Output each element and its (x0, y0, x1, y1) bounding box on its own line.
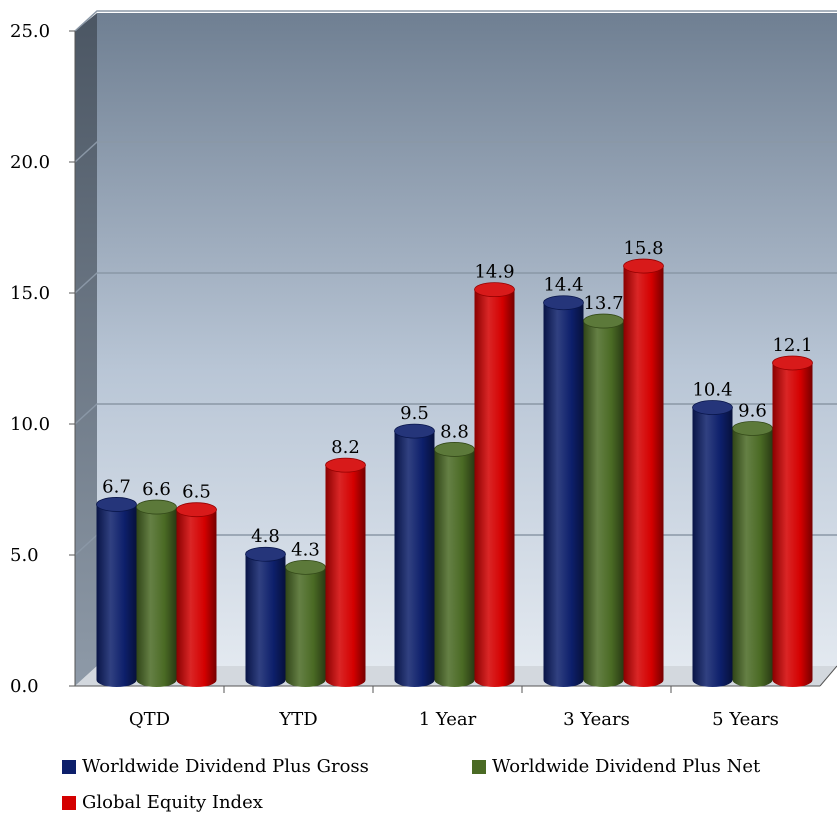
bar-top (732, 421, 773, 436)
bar-body (96, 504, 137, 687)
x-tick-label: 5 Years (712, 709, 779, 730)
bar (772, 355, 813, 687)
data-label: 6.6 (142, 479, 171, 500)
bar-body (325, 465, 366, 687)
data-label: 10.4 (692, 380, 732, 401)
bar-body (285, 567, 326, 687)
bar-top (285, 559, 326, 575)
gridline (74, 272, 837, 294)
bar-body (583, 321, 624, 687)
bar-body (772, 362, 813, 687)
legend-label: Worldwide Dividend Plus Net (492, 756, 761, 777)
x-tick-label: 3 Years (563, 709, 630, 730)
bar-top (176, 502, 217, 518)
legend-swatch (472, 759, 486, 774)
bar-body (692, 407, 733, 687)
bar (325, 457, 366, 687)
data-label: 13.7 (583, 293, 623, 314)
bar (474, 282, 515, 687)
x-tick-label: 1 Year (419, 709, 477, 730)
bar (623, 258, 664, 687)
axes: 0.0 5.0 10.0 15.0 20.0 25.0 QTD YTD 1 Year 3 Year… (10, 21, 837, 730)
bar (434, 442, 475, 687)
data-label: 14.9 (474, 262, 514, 283)
data-label: 9.5 (400, 403, 429, 424)
bar-top (623, 258, 664, 274)
x-tick-label: QTD (129, 709, 170, 730)
bar-body (136, 507, 177, 687)
bar (543, 295, 584, 687)
legend-item: Worldwide Dividend Plus Net (472, 756, 760, 777)
bar-top (583, 313, 624, 329)
legend-label: Global Equity Index (82, 792, 263, 813)
x-tick-label: YTD (278, 709, 317, 730)
bar-body (732, 428, 773, 687)
data-label: 12.1 (772, 335, 812, 356)
bar-top (434, 442, 475, 457)
y-tick-label: 15.0 (10, 283, 50, 304)
bar (692, 400, 733, 687)
bar-top (136, 499, 177, 515)
bar-top (772, 355, 813, 371)
data-label: 4.8 (251, 526, 280, 547)
bar (285, 559, 326, 687)
gridline (74, 141, 837, 163)
data-labels: 6.7 6.6 6.5 4.8 4.3 8.2 9.5 8.8 14.9 14.413.7 15.8… (102, 238, 812, 560)
legend-label: Worldwide Dividend Plus Gross (82, 756, 369, 777)
bar-body (434, 449, 475, 687)
bars (96, 258, 813, 687)
y-tick-label: 10.0 (10, 414, 50, 435)
bar-body (245, 554, 286, 687)
legend-item: Worldwide Dividend Plus Gross (62, 756, 369, 777)
y-tick-label: 25.0 (10, 21, 50, 42)
gridline (74, 10, 837, 32)
bar-top (543, 295, 584, 311)
bar-body (176, 509, 217, 687)
data-label: 14.4 (543, 275, 583, 296)
legend-swatch (62, 759, 76, 774)
data-label: 6.7 (102, 476, 131, 497)
bar-body (394, 431, 435, 687)
bar-body (623, 266, 664, 687)
data-label: 15.8 (623, 238, 663, 259)
bar-top (245, 546, 286, 562)
bar-top (96, 497, 137, 512)
bar (732, 421, 773, 687)
bar-top (474, 282, 515, 298)
bar-body (474, 289, 515, 687)
y-tick-label: 20.0 (10, 152, 50, 173)
data-label: 8.2 (331, 437, 360, 458)
data-label: 4.3 (291, 539, 320, 560)
y-tick-label: 0.0 (10, 676, 39, 697)
bar-body (543, 302, 584, 687)
legend-item: Global Equity Index (62, 792, 263, 813)
data-label: 8.8 (440, 421, 469, 442)
legend-swatch (62, 795, 76, 810)
bar (394, 423, 435, 687)
bar-top (394, 423, 435, 439)
bar (583, 313, 624, 687)
data-label: 6.5 (182, 482, 211, 503)
bar (96, 497, 137, 687)
data-label: 9.6 (738, 400, 767, 421)
y-tick-label: 5.0 (10, 545, 39, 566)
bar-top (692, 400, 733, 415)
bar (176, 502, 217, 687)
bar (245, 546, 286, 687)
bar (136, 499, 177, 687)
bar-top (325, 457, 366, 473)
side-wall (75, 13, 97, 686)
